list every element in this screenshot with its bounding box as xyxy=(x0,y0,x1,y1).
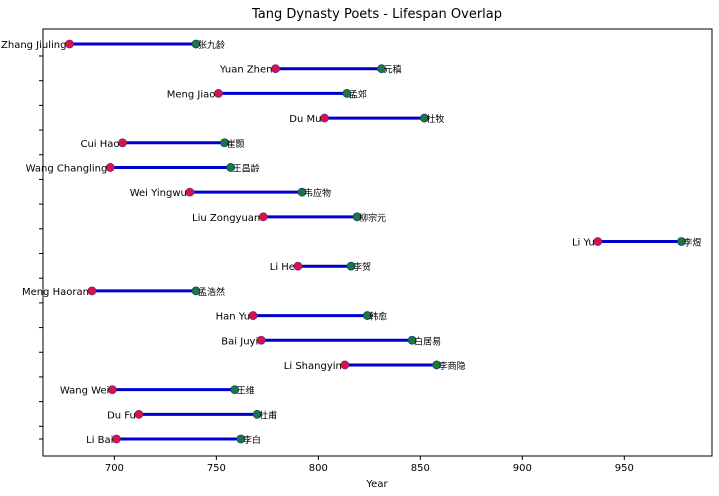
y-axis xyxy=(39,55,43,440)
poet-name-label: Wang Changling xyxy=(26,163,108,174)
x-tick-label: 800 xyxy=(309,463,328,474)
poet-chinese-label: 张九龄 xyxy=(198,39,225,51)
death-point xyxy=(346,261,356,271)
poet-name-label: Wei Yingwu xyxy=(130,188,187,199)
birth-point xyxy=(293,261,303,271)
birth-point xyxy=(87,286,97,296)
poet-chinese-label: 孟郊 xyxy=(349,88,367,100)
death-point xyxy=(236,434,246,444)
birth-point xyxy=(118,138,127,148)
poet-chinese-label: 孟浩然 xyxy=(198,286,225,298)
poet-name-label: Cui Hao xyxy=(80,139,119,150)
poet-chinese-label: 崔颢 xyxy=(227,138,245,150)
poet-name-label: Bai Juyi xyxy=(221,336,258,347)
birth-point xyxy=(105,163,115,172)
death-point xyxy=(420,113,429,123)
poet-chinese-label: 元稹 xyxy=(384,64,402,76)
death-point xyxy=(297,187,307,197)
x-axis: 700 750 800 850 900 950 xyxy=(105,456,634,474)
death-point xyxy=(252,409,262,419)
poet-chinese-label: 王维 xyxy=(237,385,255,397)
birth-point xyxy=(185,187,195,197)
death-point xyxy=(191,286,201,296)
poet-name-label: Han Yu xyxy=(216,312,250,323)
poet-name-label: Li Shangyin xyxy=(284,361,342,372)
birth-point xyxy=(65,39,74,49)
birth-point xyxy=(248,311,258,320)
birth-point xyxy=(593,237,603,246)
birth-point xyxy=(258,212,268,222)
x-tick-label: 950 xyxy=(615,463,634,474)
poet-name-label: Li Bai xyxy=(86,435,113,446)
death-point xyxy=(362,311,372,320)
birth-point xyxy=(320,113,329,123)
poet-name-label: Zhang Jiuling xyxy=(1,40,67,51)
poet-chinese-label: 王昌龄 xyxy=(233,162,260,174)
poet-chinese-label: 杜甫 xyxy=(259,409,277,421)
death-point xyxy=(352,212,362,222)
death-point xyxy=(407,335,417,345)
poet-chinese-label: 李贺 xyxy=(353,261,371,273)
birth-point xyxy=(134,409,144,419)
x-tick-label: 750 xyxy=(207,463,226,474)
death-point xyxy=(220,138,229,148)
death-point xyxy=(432,360,442,370)
birth-point xyxy=(112,434,121,444)
chart-marks: Zhang Jiuling 张九龄 Yuan Zhen 元稹 Meng Jiao 孟郊 Du… xyxy=(1,39,701,446)
poet-name-label: Meng Haoran xyxy=(22,287,89,298)
death-point xyxy=(191,39,201,49)
x-tick-label: 700 xyxy=(105,463,124,474)
poet-name-label: Du Fu xyxy=(107,410,136,421)
poet-chinese-label: 李白 xyxy=(243,434,261,446)
poet-name-label: Meng Jiao xyxy=(167,89,216,100)
death-point xyxy=(342,88,352,98)
poet-name-label: Liu Zongyuan xyxy=(192,213,260,224)
x-tick-label: 850 xyxy=(411,463,430,474)
poet-chinese-label: 韦应物 xyxy=(304,187,331,199)
x-tick-label: 900 xyxy=(513,463,532,474)
poet-name-label: Li Yu xyxy=(572,238,595,249)
chart-title: Tang Dynasty Poets - Lifespan Overlap xyxy=(251,7,502,22)
poet-name-label: Du Mu xyxy=(289,114,321,125)
death-point xyxy=(377,64,386,74)
x-axis-label: Year xyxy=(365,479,388,490)
poet-name-label: Yuan Zhen xyxy=(219,65,273,76)
birth-point xyxy=(256,335,266,345)
death-point xyxy=(226,163,236,172)
death-point xyxy=(677,237,686,246)
birth-point xyxy=(271,64,280,74)
poet-chinese-label: 韩愈 xyxy=(369,311,387,323)
plot-frame xyxy=(42,28,713,457)
birth-point xyxy=(107,385,117,395)
poet-chinese-label: 杜牧 xyxy=(426,113,444,125)
poet-chinese-label: 李商隐 xyxy=(439,360,466,372)
poet-name-label: Wang Wei xyxy=(60,386,109,397)
birth-point xyxy=(214,88,223,98)
poet-chinese-label: 李煜 xyxy=(683,237,701,249)
birth-point xyxy=(340,360,350,370)
poet-chinese-label: 白居易 xyxy=(414,335,441,347)
poet-name-label: Li He xyxy=(270,262,295,273)
poet-chinese-label: 柳宗元 xyxy=(359,212,386,224)
death-point xyxy=(230,385,240,395)
